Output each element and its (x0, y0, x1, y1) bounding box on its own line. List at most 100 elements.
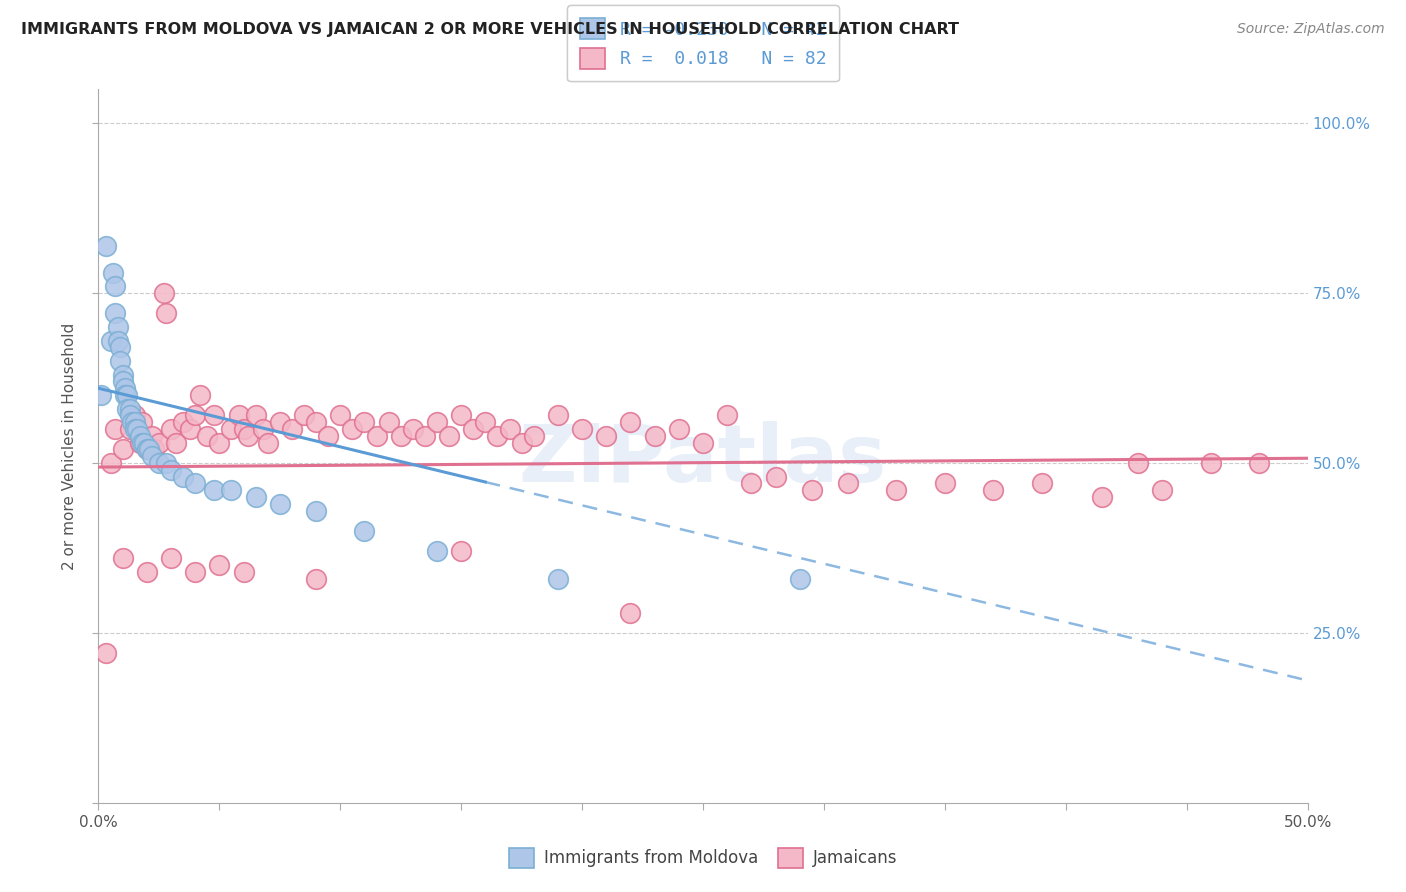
Point (124, 422, 146, 436)
Point (238, 429, 260, 443)
Point (148, 456, 170, 470)
Text: Source: ZipAtlas.com: Source: ZipAtlas.com (1237, 22, 1385, 37)
Point (245, 409, 267, 423)
Point (547, 572, 569, 586)
Point (111, 368, 134, 382)
Point (232, 422, 254, 436)
Point (90, 388, 112, 402)
Point (148, 435, 170, 450)
Point (305, 572, 328, 586)
Point (232, 565, 254, 579)
Point (474, 415, 496, 429)
Point (426, 415, 449, 429)
Point (292, 409, 315, 423)
Point (124, 409, 146, 423)
Point (228, 409, 250, 423)
Point (143, 442, 166, 457)
Point (114, 381, 136, 395)
Point (510, 435, 533, 450)
Point (111, 375, 134, 389)
Point (94, 238, 117, 252)
Point (256, 435, 278, 450)
Point (789, 572, 811, 586)
Point (765, 469, 787, 483)
Point (160, 551, 183, 566)
Point (450, 544, 472, 558)
Point (329, 409, 352, 423)
Point (114, 388, 136, 402)
Point (141, 449, 163, 463)
Point (138, 442, 160, 457)
Point (1152, 483, 1174, 498)
Point (740, 476, 762, 491)
Point (118, 401, 141, 416)
Point (1199, 456, 1222, 470)
Point (188, 388, 211, 402)
Point (668, 422, 690, 436)
Point (389, 429, 412, 443)
Point (692, 435, 714, 450)
Legend: Immigrants from Moldova, Jamaicans: Immigrants from Moldova, Jamaicans (502, 841, 904, 875)
Point (128, 435, 150, 450)
Point (305, 503, 328, 517)
Point (934, 476, 956, 491)
Point (413, 429, 436, 443)
Point (155, 456, 177, 470)
Point (204, 409, 226, 423)
Point (305, 415, 328, 429)
Point (353, 415, 375, 429)
Point (1249, 456, 1271, 470)
Point (1128, 456, 1150, 470)
Point (100, 334, 122, 348)
Text: IMMIGRANTS FROM MOLDOVA VS JAMAICAN 2 OR MORE VEHICLES IN HOUSEHOLD CORRELATION : IMMIGRANTS FROM MOLDOVA VS JAMAICAN 2 OR… (21, 22, 959, 37)
Point (208, 558, 231, 572)
Point (100, 456, 122, 470)
Point (437, 429, 460, 443)
Point (104, 279, 127, 293)
Point (108, 341, 131, 355)
Point (837, 476, 859, 491)
Point (981, 483, 1004, 498)
Point (107, 320, 129, 334)
Point (800, 483, 823, 498)
Y-axis label: 2 or more Vehicles in Household: 2 or more Vehicles in Household (62, 322, 77, 570)
Point (269, 415, 291, 429)
Point (104, 422, 127, 436)
Point (127, 422, 149, 436)
Point (155, 306, 177, 320)
Point (118, 409, 141, 423)
Point (450, 409, 472, 423)
Point (619, 606, 641, 620)
Point (117, 401, 139, 416)
Point (221, 483, 243, 498)
Point (107, 334, 129, 348)
Point (117, 388, 139, 402)
Point (886, 483, 908, 498)
Point (184, 409, 207, 423)
Point (134, 435, 156, 450)
Point (204, 483, 226, 498)
Point (121, 415, 143, 429)
Point (94, 646, 117, 660)
Point (179, 422, 201, 436)
Point (498, 422, 520, 436)
Point (245, 490, 267, 504)
Point (486, 429, 509, 443)
Point (111, 551, 134, 566)
Point (316, 429, 339, 443)
Text: ZIPatlas: ZIPatlas (519, 421, 887, 500)
Point (463, 422, 485, 436)
Point (165, 435, 187, 450)
Point (644, 429, 666, 443)
Point (135, 442, 157, 457)
Point (108, 354, 131, 368)
Point (118, 422, 141, 436)
Point (523, 429, 546, 443)
Point (377, 415, 399, 429)
Point (131, 415, 153, 429)
Point (426, 544, 449, 558)
Point (716, 409, 738, 423)
Point (141, 429, 163, 443)
Point (172, 469, 194, 483)
Point (135, 565, 157, 579)
